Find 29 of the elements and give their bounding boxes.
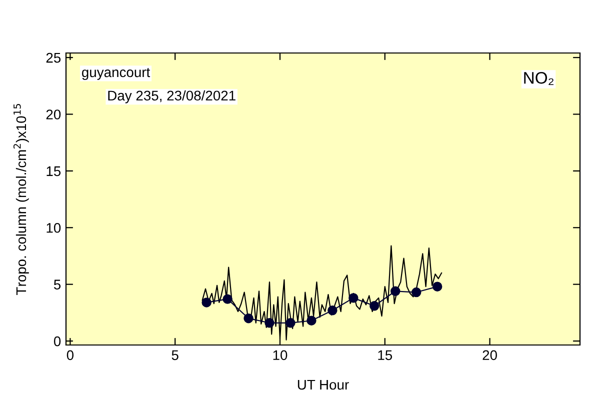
y-tick-label: 0 <box>54 336 61 346</box>
point <box>222 294 232 304</box>
annotation: guyancourt <box>82 68 150 80</box>
y-tick-label: 15 <box>46 166 61 176</box>
x-axis-title: UT Hour <box>298 380 349 390</box>
y-tick-label: 10 <box>46 222 61 233</box>
point <box>432 282 442 292</box>
point <box>370 301 380 311</box>
point <box>328 306 338 316</box>
x-tick-label: 0 <box>66 350 74 360</box>
point <box>390 286 400 296</box>
x-tick-label: 10 <box>273 350 288 360</box>
point <box>306 316 316 326</box>
x-tick-label: 15 <box>378 350 392 360</box>
annotation: NO₂ <box>524 72 554 86</box>
point <box>264 318 274 328</box>
point <box>286 318 296 328</box>
x-tick-label: 20 <box>482 350 497 360</box>
y-tick-label: 25 <box>46 52 61 63</box>
point <box>348 293 358 303</box>
annotation: Day 235, 23/08/2021 <box>108 90 236 104</box>
line-series <box>202 245 442 340</box>
y-axis-title: Tropo. column (mol./cm$^{2}$)x10$^{15}$ <box>13 104 29 295</box>
x-tick-label: 5 <box>172 350 178 360</box>
y-tick-label: 20 <box>46 110 61 120</box>
y-tick-label: 5 <box>54 280 61 290</box>
point <box>244 313 254 324</box>
point <box>202 298 212 308</box>
point <box>412 287 422 298</box>
